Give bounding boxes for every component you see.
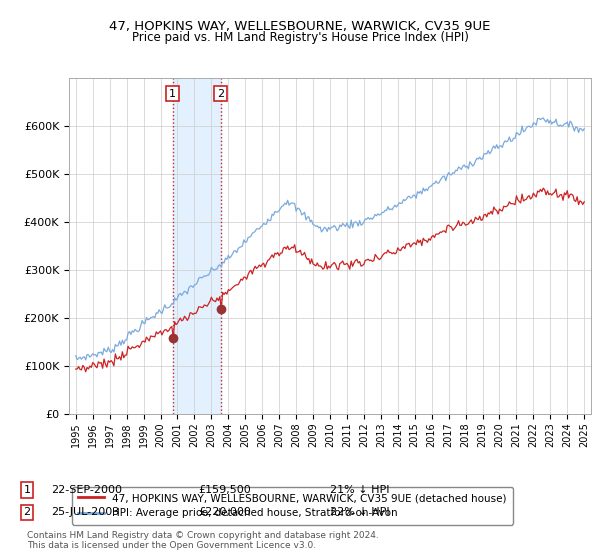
Text: 2: 2: [23, 507, 31, 517]
Text: 47, HOPKINS WAY, WELLESBOURNE, WARWICK, CV35 9UE: 47, HOPKINS WAY, WELLESBOURNE, WARWICK, …: [109, 20, 491, 32]
Text: 25-JUL-2003: 25-JUL-2003: [51, 507, 119, 517]
Text: Price paid vs. HM Land Registry's House Price Index (HPI): Price paid vs. HM Land Registry's House …: [131, 31, 469, 44]
Text: 22% ↓ HPI: 22% ↓ HPI: [330, 507, 389, 517]
Text: 21% ↓ HPI: 21% ↓ HPI: [330, 485, 389, 495]
Text: 1: 1: [23, 485, 31, 495]
Text: 22-SEP-2000: 22-SEP-2000: [51, 485, 122, 495]
Legend: 47, HOPKINS WAY, WELLESBOURNE, WARWICK, CV35 9UE (detached house), HPI: Average : 47, HOPKINS WAY, WELLESBOURNE, WARWICK, …: [71, 487, 513, 525]
Text: 1: 1: [169, 88, 176, 99]
Text: £159,500: £159,500: [198, 485, 251, 495]
Text: Contains HM Land Registry data © Crown copyright and database right 2024.
This d: Contains HM Land Registry data © Crown c…: [27, 530, 379, 550]
Text: 2: 2: [217, 88, 224, 99]
Text: £220,000: £220,000: [198, 507, 251, 517]
Bar: [173, 78, 221, 414]
